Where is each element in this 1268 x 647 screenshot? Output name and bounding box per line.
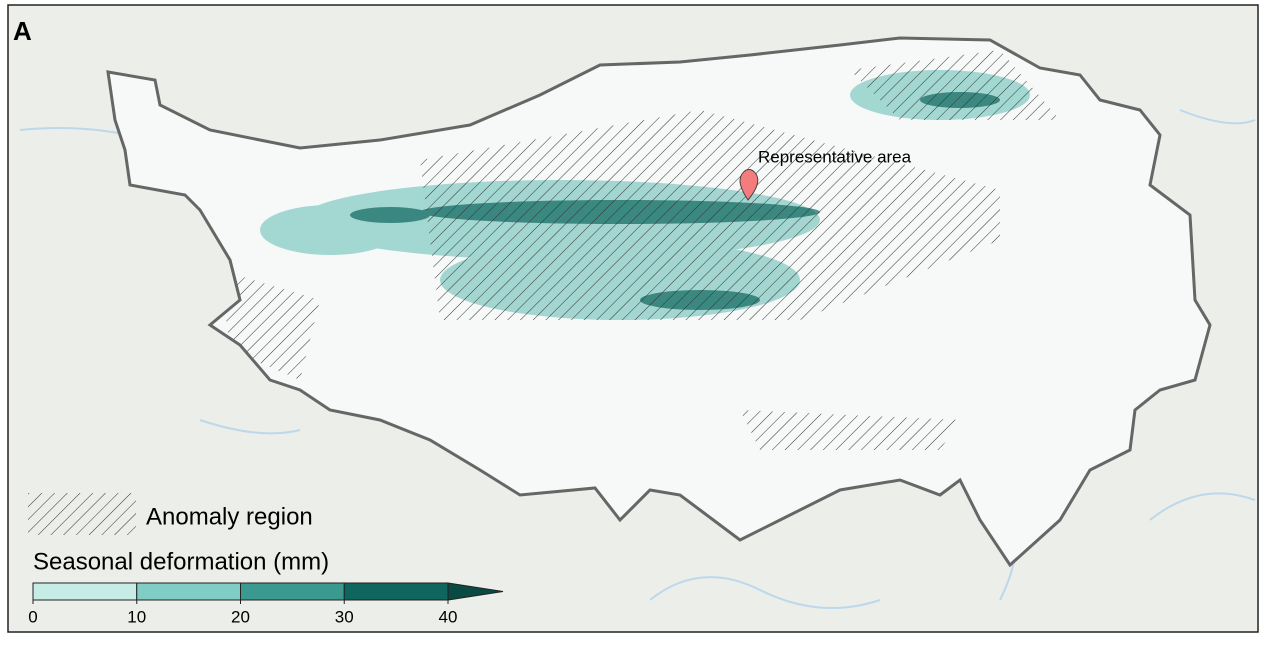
colorbar-title: Seasonal deformation (mm) — [33, 548, 329, 575]
colorbar-tick-label: 40 — [439, 607, 458, 626]
colorbar-tick-label: 30 — [335, 607, 354, 626]
colorbar-bin — [240, 582, 345, 601]
plateau — [106, 36, 1212, 567]
marker-label: Representative area — [758, 147, 912, 166]
colorbar-tick-label: 10 — [127, 607, 146, 626]
panel-label: A — [13, 16, 32, 46]
colorbar-tick-label: 20 — [231, 607, 250, 626]
colorbar-bin — [32, 582, 138, 601]
colorbar-extend — [447, 582, 504, 601]
colorbar: 0 10 20 30 40 — [28, 582, 504, 626]
colorbar-bin — [136, 582, 241, 601]
location-marker — [739, 169, 759, 201]
colorbar-tick-label: 0 — [28, 607, 37, 626]
colorbar-bin — [343, 582, 449, 601]
anomaly-label: Anomaly region — [146, 503, 313, 530]
anomaly-swatch — [28, 493, 136, 535]
